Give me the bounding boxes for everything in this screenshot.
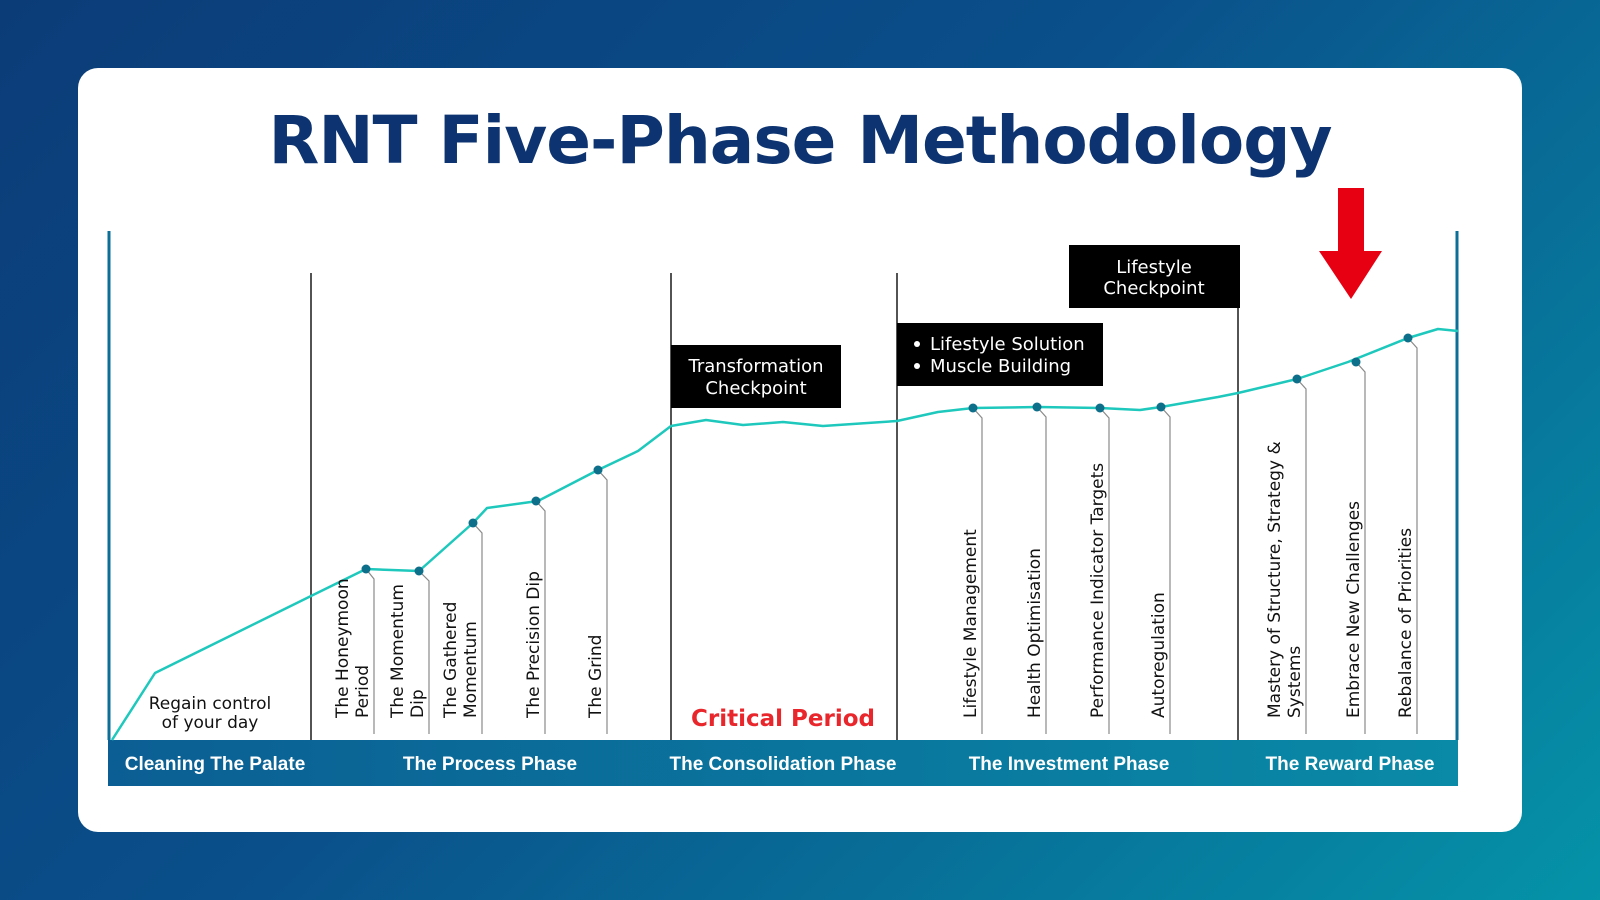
stage-label-3: The GatheredMomentum bbox=[441, 602, 481, 719]
stage-marker-12 bbox=[1403, 333, 1413, 343]
stage-marker-3 bbox=[468, 518, 478, 528]
stage-label-8: Performance Indicator Targets bbox=[1088, 463, 1108, 718]
phase-label-1: Cleaning The Palate bbox=[125, 754, 306, 775]
stage-marker-4 bbox=[531, 496, 541, 506]
stage-marker-9 bbox=[1156, 402, 1166, 412]
critical-period-label: Critical Period bbox=[691, 706, 875, 732]
lifestyle-list-text: Lifestyle Solution Muscle Building bbox=[930, 334, 1085, 377]
lifestyle-list-box bbox=[897, 323, 1103, 386]
stage-label-10: Mastery of Structure, Strategy &Systems bbox=[1265, 441, 1305, 718]
lifestyle-list-bullet-2 bbox=[914, 363, 920, 369]
stage-label-11: Embrace New Challenges bbox=[1344, 501, 1364, 718]
lifestyle-checkpoint-text: Lifestyle Checkpoint bbox=[1103, 257, 1204, 299]
lifestyle-list-bullet-1 bbox=[914, 341, 920, 347]
stage-leader-2 bbox=[418, 570, 430, 734]
stage-marker-2 bbox=[414, 566, 424, 576]
diagram-card: RNT Five-Phase Methodology Cleaning The … bbox=[78, 68, 1522, 832]
stage-marker-8 bbox=[1095, 403, 1105, 413]
phase-label-2: The Process Phase bbox=[403, 754, 577, 775]
phase-label-3: The Consolidation Phase bbox=[670, 754, 897, 775]
lifestyle-checkpoint-box bbox=[1069, 245, 1240, 308]
stage-marker-10 bbox=[1292, 374, 1302, 384]
transformation-checkpoint-box bbox=[671, 345, 841, 408]
stage-label-2: The MomentumDip bbox=[388, 584, 428, 719]
stage-label-5: The Grind bbox=[586, 635, 606, 719]
page-title: RNT Five-Phase Methodology bbox=[268, 102, 1333, 179]
regain-control-note: Regain control of your day bbox=[149, 694, 272, 733]
stage-label-7: Health Optimisation bbox=[1025, 548, 1045, 718]
methodology-diagram: Cleaning The Palate The Process Phase The … bbox=[107, 188, 1459, 786]
phase-label-4: The Investment Phase bbox=[969, 754, 1170, 775]
stage-marker-11 bbox=[1351, 357, 1361, 367]
stage-label-6: Lifestyle Management bbox=[961, 529, 981, 718]
stage-marker-1 bbox=[361, 564, 371, 574]
stage-label-1: The HoneymoonPeriod bbox=[333, 578, 373, 719]
stage-marker-5 bbox=[593, 465, 603, 475]
stage-marker-7 bbox=[1032, 402, 1042, 412]
phase-bar bbox=[108, 740, 1458, 786]
progress-curve bbox=[110, 327, 1459, 741]
stage-marker-6 bbox=[968, 403, 978, 413]
phase-label-5: The Reward Phase bbox=[1266, 754, 1435, 775]
red-down-arrow-icon bbox=[1319, 188, 1382, 299]
transformation-checkpoint-text: Transformation Checkpoint bbox=[687, 356, 823, 399]
stage-label-12: Rebalance of Priorities bbox=[1396, 528, 1416, 718]
stage-label-9: Autoregulation bbox=[1149, 592, 1169, 718]
stage-label-4: The Precision Dip bbox=[524, 571, 544, 719]
